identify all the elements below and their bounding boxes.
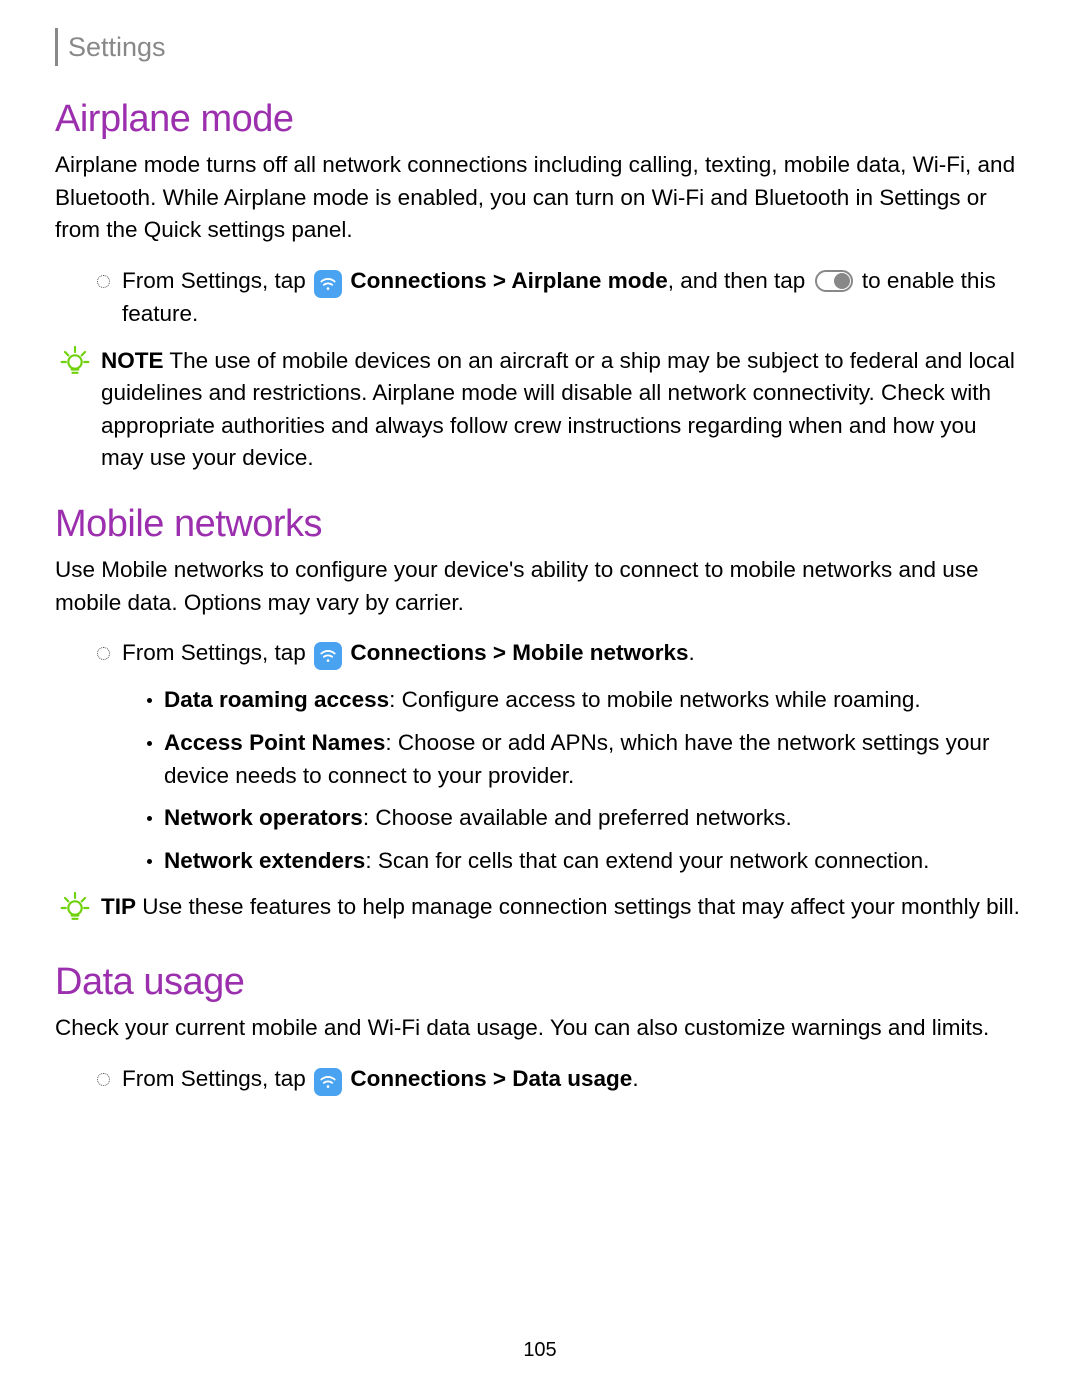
circle-bullet-icon (97, 1073, 110, 1086)
steps-airplane: From Settings, tap Connections > Airplan… (55, 265, 1025, 331)
text-bold: > (487, 640, 513, 665)
list-item: Access Point Names: Choose or add APNs, … (55, 727, 1025, 792)
connections-icon (314, 642, 342, 670)
note-text: NOTE The use of mobile devices on an air… (101, 345, 1025, 476)
heading-mobile: Mobile networks (55, 503, 1025, 546)
dot-bullet-icon (147, 816, 152, 821)
step-item: From Settings, tap Connections > Mobile … (55, 637, 1025, 670)
text: From Settings, tap (122, 268, 312, 293)
text-bold: Connections (350, 1066, 486, 1091)
text: . (632, 1066, 638, 1091)
breadcrumb: Settings (68, 32, 166, 63)
text: From Settings, tap (122, 1066, 312, 1091)
page-number: 105 (0, 1339, 1080, 1362)
dot-bullet-icon (147, 859, 152, 864)
sub-text: Access Point Names: Choose or add APNs, … (164, 727, 1025, 792)
section-mobile: Mobile networks Use Mobile networks to c… (55, 503, 1025, 933)
step-item: From Settings, tap Connections > Airplan… (55, 265, 1025, 331)
item-label: Network extenders (164, 848, 365, 873)
connections-icon (314, 270, 342, 298)
steps-mobile: From Settings, tap Connections > Mobile … (55, 637, 1025, 670)
steps-data: From Settings, tap Connections > Data us… (55, 1063, 1025, 1096)
manual-page: Settings Airplane mode Airplane mode tur… (0, 0, 1080, 1397)
list-item: Network extenders: Scan for cells that c… (55, 845, 1025, 878)
text-bold: Mobile networks (512, 640, 688, 665)
dot-bullet-icon (147, 741, 152, 746)
item-text: : Scan for cells that can extend your ne… (365, 848, 929, 873)
note-callout: NOTE The use of mobile devices on an air… (55, 345, 1025, 476)
text: From Settings, tap (122, 640, 312, 665)
text-bold: > (487, 268, 512, 293)
text-bold: Airplane mode (511, 268, 667, 293)
intro-data: Check your current mobile and Wi-Fi data… (55, 1012, 1025, 1045)
heading-data: Data usage (55, 961, 1025, 1004)
dot-bullet-icon (147, 698, 152, 703)
text-bold: Data usage (512, 1066, 632, 1091)
item-label: Access Point Names (164, 730, 385, 755)
tip-text: TIP Use these features to help manage co… (101, 891, 1020, 924)
heading-airplane: Airplane mode (55, 98, 1025, 141)
breadcrumb-wrap: Settings (55, 28, 1025, 66)
text-bold: Connections (350, 268, 486, 293)
section-data: Data usage Check your current mobile and… (55, 961, 1025, 1096)
toggle-icon (815, 270, 853, 292)
note-body: The use of mobile devices on an aircraft… (101, 348, 1015, 471)
lightbulb-icon (55, 342, 95, 387)
step-text: From Settings, tap Connections > Mobile … (122, 637, 695, 670)
connections-icon (314, 1068, 342, 1096)
text-bold: > (487, 1066, 513, 1091)
circle-bullet-icon (97, 647, 110, 660)
step-text: From Settings, tap Connections > Airplan… (122, 265, 1025, 331)
intro-mobile: Use Mobile networks to configure your de… (55, 554, 1025, 619)
text: . (689, 640, 695, 665)
sub-text: Network extenders: Scan for cells that c… (164, 845, 929, 878)
tip-label: TIP (101, 894, 136, 919)
tip-callout: TIP Use these features to help manage co… (55, 891, 1025, 933)
text: , and then tap (668, 268, 812, 293)
step-item: From Settings, tap Connections > Data us… (55, 1063, 1025, 1096)
list-item: Data roaming access: Configure access to… (55, 684, 1025, 717)
sub-list-mobile: Data roaming access: Configure access to… (55, 684, 1025, 877)
section-airplane: Airplane mode Airplane mode turns off al… (55, 98, 1025, 475)
sub-text: Data roaming access: Configure access to… (164, 684, 921, 717)
circle-bullet-icon (97, 275, 110, 288)
tip-body: Use these features to help manage connec… (136, 894, 1020, 919)
list-item: Network operators: Choose available and … (55, 802, 1025, 835)
item-label: Data roaming access (164, 687, 389, 712)
item-text: : Choose available and preferred network… (363, 805, 792, 830)
item-label: Network operators (164, 805, 363, 830)
sub-text: Network operators: Choose available and … (164, 802, 792, 835)
step-text: From Settings, tap Connections > Data us… (122, 1063, 639, 1096)
text-bold: Connections (350, 640, 486, 665)
note-label: NOTE (101, 348, 164, 373)
intro-airplane: Airplane mode turns off all network conn… (55, 149, 1025, 247)
item-text: : Configure access to mobile networks wh… (389, 687, 921, 712)
breadcrumb-bar (55, 28, 58, 66)
lightbulb-icon (55, 888, 95, 933)
